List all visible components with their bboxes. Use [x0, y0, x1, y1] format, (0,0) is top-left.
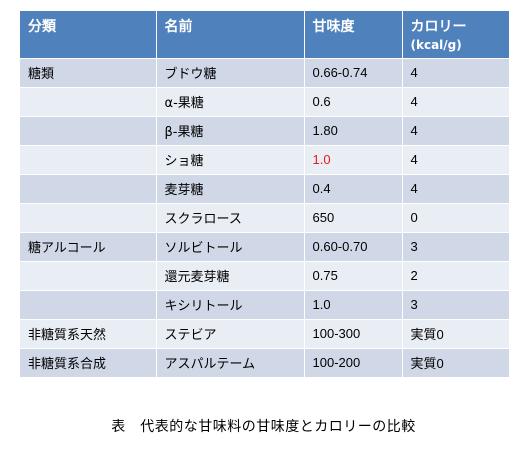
cell-name: アスパルテーム: [156, 348, 305, 378]
sweetener-table: 分類 名前 甘味度 カロリー (kcal/g) 糖類 ブドウ糖 0.66-0.7…: [20, 11, 509, 378]
table-row: 非糖質系合成 アスパルテーム 100-200 実質0: [20, 348, 509, 378]
cell-name: α-果糖: [156, 87, 305, 117]
cell-category: 糖アルコール: [20, 232, 157, 262]
cell-category: 非糖質系合成: [20, 348, 157, 378]
cell-sweetness: 1.0: [304, 290, 403, 320]
cell-name: ソルビトール: [156, 232, 305, 262]
table-row: α-果糖 0.6 4: [20, 87, 509, 117]
cell-name: キシリトール: [156, 290, 305, 320]
header-sweetness: 甘味度: [304, 11, 403, 59]
cell-calorie: 4: [402, 174, 509, 204]
table-row: 還元麦芽糖 0.75 2: [20, 261, 509, 291]
cell-calorie: 4: [402, 116, 509, 146]
table-row: 糖アルコール ソルビトール 0.60-0.70 3: [20, 232, 509, 262]
cell-sweetness: 0.4: [304, 174, 403, 204]
table-row: 非糖質系天然 ステビア 100-300 実質0: [20, 319, 509, 349]
cell-sweetness: 0.75: [304, 261, 403, 291]
header-calorie-unit: (kcal/g): [410, 38, 462, 52]
cell-category: [20, 174, 157, 204]
cell-calorie: 3: [402, 290, 509, 320]
cell-name: 還元麦芽糖: [156, 261, 305, 291]
header-category: 分類: [20, 11, 157, 59]
cell-sweetness: 100-300: [304, 319, 403, 349]
cell-name: スクラロース: [156, 203, 305, 233]
cell-sweetness: 650: [304, 203, 403, 233]
header-calorie: カロリー (kcal/g): [402, 11, 509, 59]
cell-calorie: 2: [402, 261, 509, 291]
table-row: ショ糖 1.0 4: [20, 145, 509, 175]
table-row: β-果糖 1.80 4: [20, 116, 509, 146]
cell-name: ブドウ糖: [156, 58, 305, 88]
cell-sweetness: 100-200: [304, 348, 403, 378]
cell-calorie: 4: [402, 87, 509, 117]
cell-category: 非糖質系天然: [20, 319, 157, 349]
cell-category: [20, 261, 157, 291]
cell-calorie: 0: [402, 203, 509, 233]
cell-category: [20, 145, 157, 175]
cell-category: [20, 87, 157, 117]
cell-category: [20, 116, 157, 146]
cell-calorie: 実質0: [402, 348, 509, 378]
table-caption: 表 代表的な甘味料の甘味度とカロリーの比較: [111, 419, 416, 435]
cell-name: ショ糖: [156, 145, 305, 175]
cell-calorie: 4: [402, 145, 509, 175]
cell-name: ステビア: [156, 319, 305, 349]
cell-calorie: 3: [402, 232, 509, 262]
table-row: キシリトール 1.0 3: [20, 290, 509, 320]
header-name: 名前: [156, 11, 305, 59]
cell-sweetness: 0.6: [304, 87, 403, 117]
cell-calorie: 4: [402, 58, 509, 88]
cell-category: 糖類: [20, 58, 157, 88]
table-row: スクラロース 650 0: [20, 203, 509, 233]
cell-name: β-果糖: [156, 116, 305, 146]
cell-category: [20, 203, 157, 233]
table-row: 麦芽糖 0.4 4: [20, 174, 509, 204]
table-header-row: 分類 名前 甘味度 カロリー (kcal/g): [20, 11, 509, 59]
cell-category: [20, 290, 157, 320]
cell-sweetness-highlighted: 1.0: [304, 145, 403, 175]
cell-sweetness: 0.60-0.70: [304, 232, 403, 262]
cell-sweetness: 1.80: [304, 116, 403, 146]
cell-calorie: 実質0: [402, 319, 509, 349]
table-row: 糖類 ブドウ糖 0.66-0.74 4: [20, 58, 509, 88]
header-calorie-label: カロリー: [410, 19, 467, 35]
cell-sweetness: 0.66-0.74: [304, 58, 403, 88]
cell-name: 麦芽糖: [156, 174, 305, 204]
